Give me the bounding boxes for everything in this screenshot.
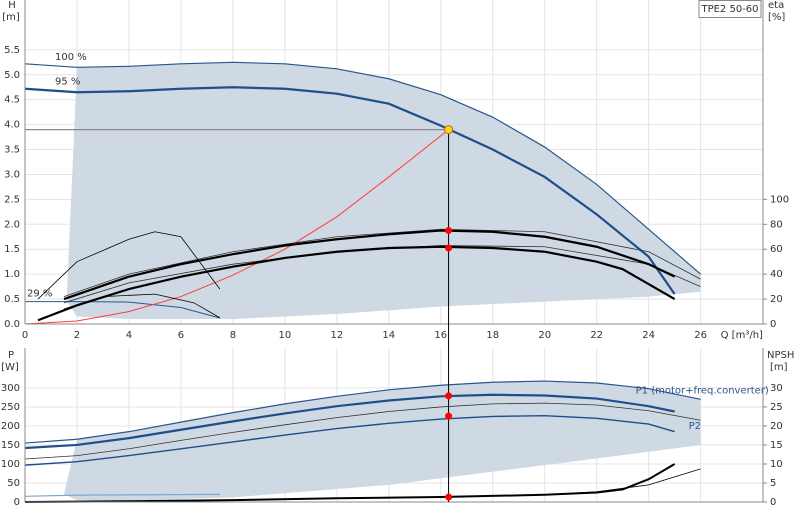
duty-marker [445, 412, 453, 420]
y-tick-label: 4.5 [4, 95, 20, 106]
curve [24, 493, 220, 497]
x-tick-label: 0 [22, 330, 28, 341]
x-tick-label: 2 [74, 330, 80, 341]
y2-axis-label: NPSH [767, 350, 794, 361]
y-tick-label: 150 [1, 440, 20, 451]
y-tick-label: 0.5 [4, 294, 20, 305]
y-tick-label: 4.0 [4, 120, 20, 131]
y-tick-label: 5.0 [4, 70, 20, 81]
x-tick-label: 26 [694, 330, 707, 341]
y2-tick-label: 0 [770, 497, 776, 508]
operating-point [444, 125, 454, 135]
duty-marker [445, 244, 453, 252]
y-tick-label: 3.0 [4, 169, 20, 180]
x-tick-label: 8 [230, 330, 236, 341]
curve [25, 301, 221, 319]
y2-axis-label: eta [768, 0, 784, 11]
duty-marker [445, 227, 453, 235]
y-axis-label: P [8, 350, 14, 361]
curve-label: 95 % [55, 77, 80, 88]
y-axis-unit: [W] [1, 362, 19, 373]
curve [63, 293, 221, 319]
x-tick-label: 6 [178, 330, 184, 341]
curve [63, 229, 676, 301]
y2-tick-label: 100 [770, 194, 789, 205]
x-tick-label: 12 [330, 330, 343, 341]
curve [24, 61, 702, 275]
y-tick-label: 200 [1, 421, 20, 432]
y2-tick-label: 20 [770, 421, 783, 432]
y-tick-label: 3.5 [4, 145, 20, 156]
chart-title: TPE2 50-60 [700, 4, 758, 15]
y2-tick-label: 10 [770, 459, 783, 470]
x-tick-label: 4 [126, 330, 132, 341]
curve-label: P1 (motor+freq.converter) [636, 385, 769, 396]
y-tick-label: 2.0 [4, 219, 20, 230]
curve [63, 228, 701, 297]
y-tick-label: 1.5 [4, 244, 20, 255]
x-axis-label: Q [m³/h] [721, 330, 763, 341]
y-axis-label: H [8, 0, 16, 11]
y-tick-label: 1.0 [4, 269, 20, 280]
x-tick-label: 14 [382, 330, 395, 341]
x-tick-label: 16 [434, 330, 447, 341]
curve [24, 86, 676, 295]
curve-label: 29 % [27, 289, 52, 300]
y-tick-label: 0 [14, 497, 20, 508]
y-tick-label: 300 [1, 383, 20, 394]
y2-tick-label: 30 [770, 383, 783, 394]
curve [24, 129, 449, 325]
x-tick-label: 18 [486, 330, 499, 341]
y-axis-unit: [m] [2, 12, 20, 23]
curve [24, 393, 675, 450]
x-tick-label: 10 [278, 330, 291, 341]
curve [24, 402, 701, 460]
y2-tick-label: 5 [770, 478, 776, 489]
curve [37, 231, 221, 300]
x-tick-label: 20 [538, 330, 551, 341]
y2-tick-label: 60 [770, 244, 783, 255]
y-tick-label: 2.5 [4, 194, 20, 205]
y-tick-label: 5.5 [4, 45, 20, 56]
y2-tick-label: 0 [770, 319, 776, 330]
y-tick-label: 50 [7, 478, 20, 489]
y-tick-label: 100 [1, 459, 20, 470]
curve [24, 414, 675, 466]
curve [24, 463, 676, 503]
x-tick-label: 24 [642, 330, 655, 341]
operating-area [63, 381, 701, 501]
duty-marker [445, 493, 453, 501]
y2-tick-label: 25 [770, 402, 783, 413]
y-tick-label: 250 [1, 402, 20, 413]
x-tick-label: 22 [590, 330, 603, 341]
y2-tick-label: 15 [770, 440, 783, 451]
curve [37, 245, 676, 322]
curve [24, 380, 701, 444]
curve-label: P2 [689, 421, 701, 432]
duty-marker [445, 392, 453, 400]
y-tick-label: 0.0 [4, 319, 20, 330]
title-box [698, 0, 762, 18]
y2-axis-unit: [m] [770, 362, 788, 373]
y2-axis-unit: [%] [768, 12, 785, 23]
y2-tick-label: 80 [770, 219, 783, 230]
curve-label: 100 % [55, 52, 87, 63]
y2-tick-label: 40 [770, 269, 783, 280]
y2-tick-label: 20 [770, 294, 783, 305]
curve [544, 468, 701, 496]
